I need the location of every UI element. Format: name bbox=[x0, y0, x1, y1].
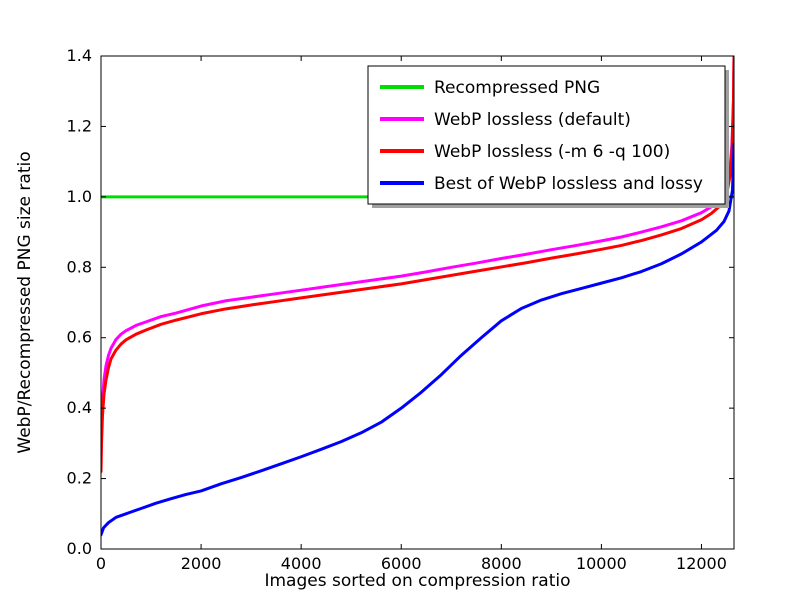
x-tick-label: 10000 bbox=[576, 554, 627, 573]
x-tick-label: 8000 bbox=[481, 554, 522, 573]
y-tick-label: 0.0 bbox=[67, 539, 92, 558]
legend: Recompressed PNG WebP lossless (default) W… bbox=[367, 65, 729, 208]
y-tick-label: 0.4 bbox=[67, 398, 92, 417]
y-tick-label: 1.0 bbox=[67, 187, 92, 206]
series-line-2 bbox=[101, 56, 734, 474]
x-tick-label: 0 bbox=[96, 554, 106, 573]
legend-label: Best of WebP lossless and lossy bbox=[434, 174, 703, 194]
legend-box bbox=[367, 65, 726, 205]
x-tick-label: 6000 bbox=[381, 554, 422, 573]
y-tick-label: 1.4 bbox=[67, 46, 92, 65]
legend-label: WebP lossless (default) bbox=[434, 110, 631, 130]
y-tick-label: 0.6 bbox=[67, 328, 92, 347]
ticks bbox=[100, 55, 734, 550]
y-axis-label: WebP/Recompressed PNG size ratio bbox=[15, 151, 35, 453]
x-tick-label: 12000 bbox=[676, 554, 727, 573]
legend-label: WebP lossless (-m 6 -q 100) bbox=[434, 142, 670, 162]
y-tick-label: 1.2 bbox=[67, 116, 92, 135]
x-axis-label: Images sorted on compression ratio bbox=[264, 571, 570, 591]
y-tick-label: 0.8 bbox=[67, 257, 92, 276]
series-line-3 bbox=[101, 142, 734, 537]
y-tick-label: 0.2 bbox=[67, 469, 92, 488]
axes-frame bbox=[100, 55, 735, 550]
legend-label: Recompressed PNG bbox=[434, 78, 600, 98]
x-tick-label: 2000 bbox=[181, 554, 222, 573]
x-tick-label: 4000 bbox=[281, 554, 322, 573]
